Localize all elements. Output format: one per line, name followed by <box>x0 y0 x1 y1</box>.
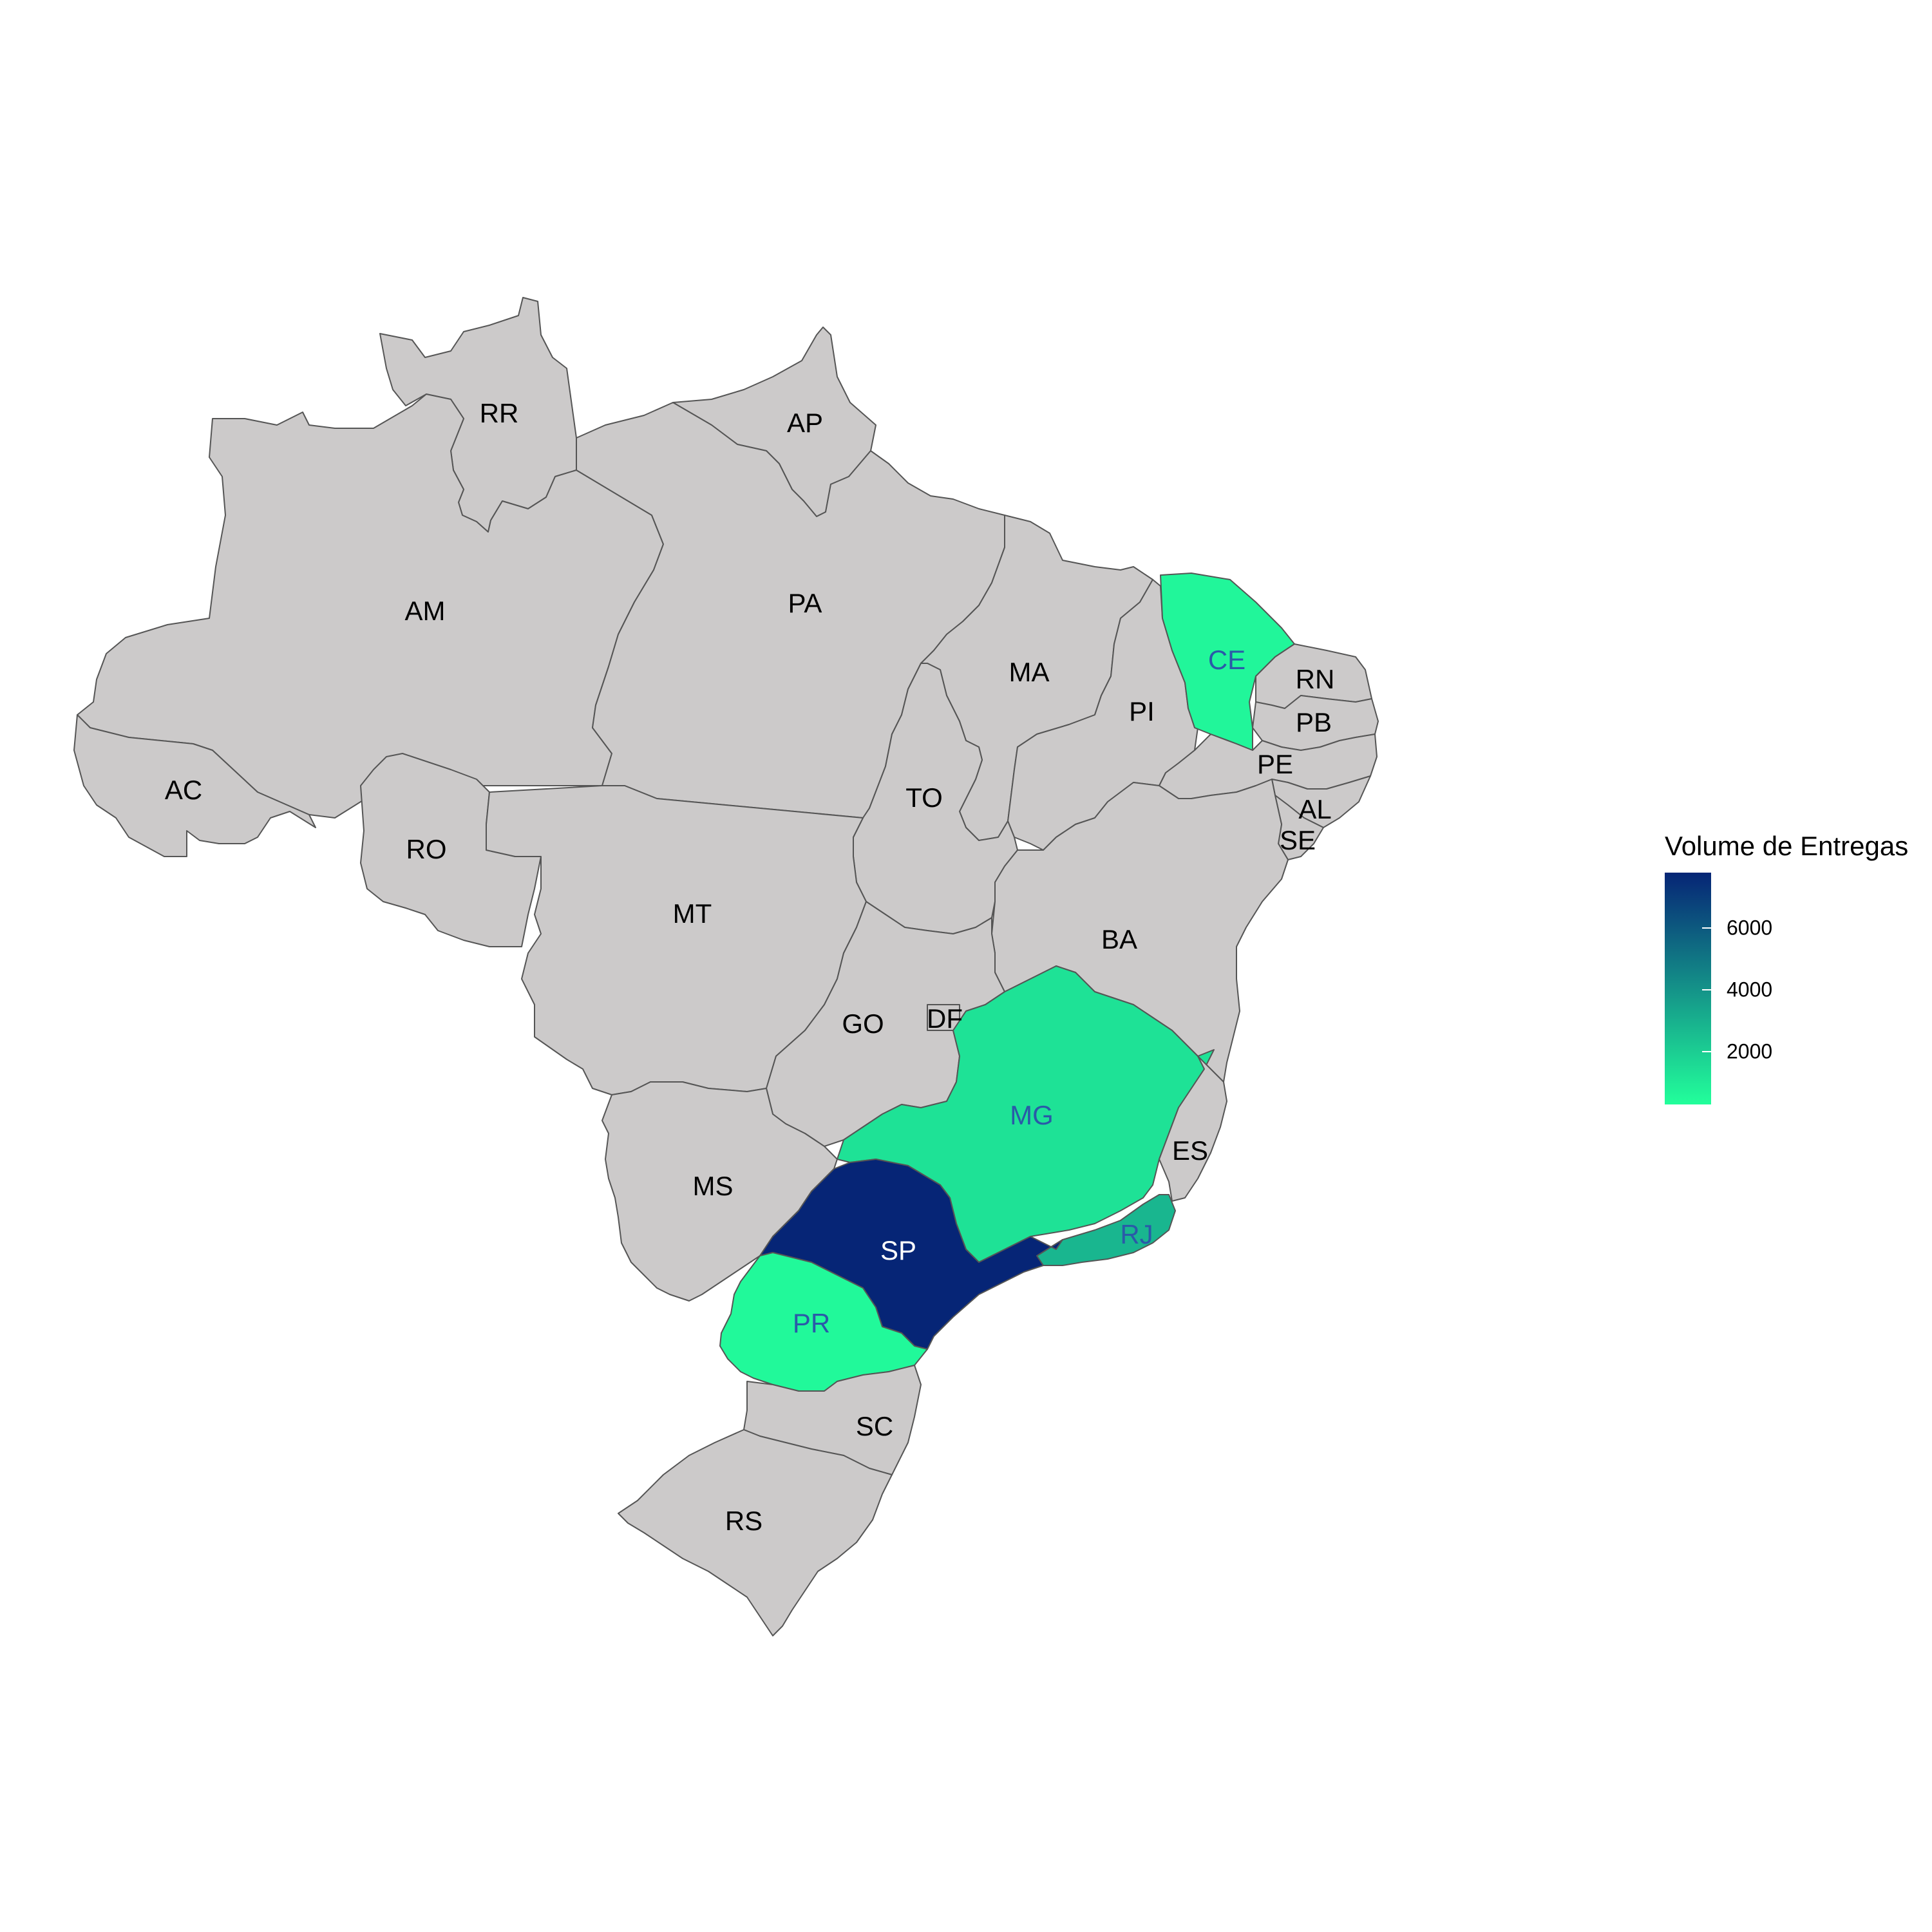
legend-tick-mark <box>1702 927 1711 929</box>
legend-tick-mark <box>1702 989 1711 991</box>
state-label-rn: RN <box>1296 664 1335 694</box>
state-label-ap: AP <box>787 408 823 438</box>
state-rs <box>618 1429 893 1636</box>
state-rj <box>1036 1194 1176 1266</box>
state-label-df: DF <box>927 1003 963 1034</box>
state-label-ms: MS <box>693 1171 734 1201</box>
state-ac <box>73 714 316 857</box>
legend-title: Volume de Entregas <box>1665 831 1909 861</box>
state-label-mt: MT <box>673 898 712 929</box>
legend-tick-label: 2000 <box>1727 1039 1773 1063</box>
state-label-rr: RR <box>480 398 519 428</box>
state-label-ac: AC <box>165 775 202 805</box>
legend-colorbar <box>1665 873 1711 1104</box>
state-label-se: SE <box>1280 825 1316 855</box>
state-label-ro: RO <box>406 834 447 864</box>
state-label-sc: SC <box>856 1411 893 1441</box>
state-ro <box>360 753 542 947</box>
state-label-al: AL <box>1298 794 1331 824</box>
state-label-ce: CE <box>1208 645 1245 675</box>
state-label-pi: PI <box>1129 696 1155 726</box>
state-label-ma: MA <box>1009 657 1050 687</box>
state-label-sp: SP <box>880 1235 916 1265</box>
state-label-to: TO <box>905 782 943 813</box>
legend: Volume de Entregas 6000 4000 2000 <box>1665 831 1922 1114</box>
state-label-go: GO <box>842 1009 884 1039</box>
state-label-am: AM <box>405 596 446 626</box>
state-label-pr: PR <box>793 1308 830 1338</box>
state-label-ba: BA <box>1101 924 1137 954</box>
legend-tick-label: 4000 <box>1727 978 1773 1001</box>
state-label-pa: PA <box>788 588 822 618</box>
state-label-es: ES <box>1172 1135 1208 1166</box>
legend-tick-mark <box>1702 1051 1711 1053</box>
state-label-rj: RJ <box>1120 1219 1153 1249</box>
state-label-pb: PB <box>1296 707 1332 737</box>
state-label-rs: RS <box>725 1506 762 1536</box>
state-label-pe: PE <box>1257 749 1293 779</box>
legend-tick-label: 6000 <box>1727 916 1773 940</box>
state-label-mg: MG <box>1010 1100 1054 1130</box>
